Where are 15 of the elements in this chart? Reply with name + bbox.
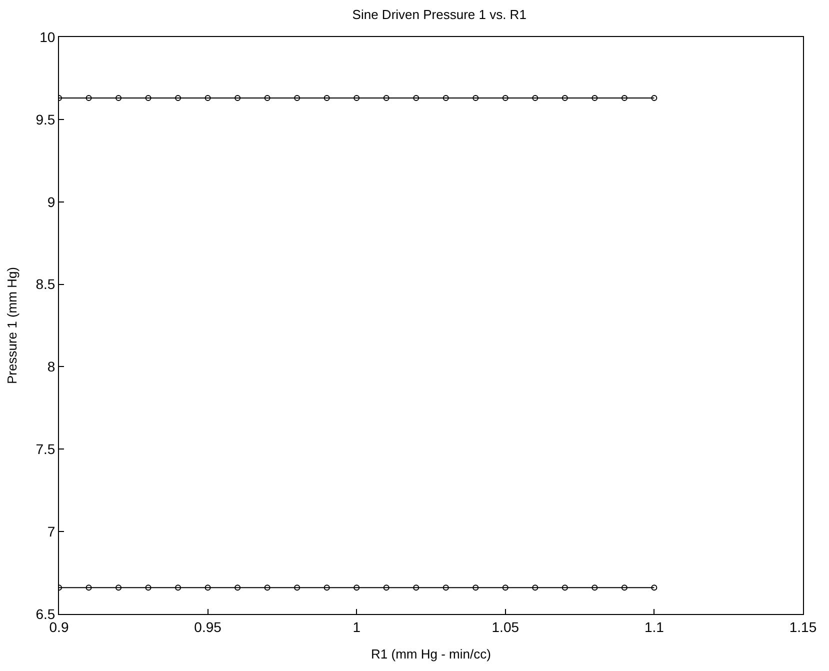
x-tick-label: 0.95 <box>194 618 222 635</box>
x-axis-title: R1 (mm Hg - min/cc) <box>371 646 491 662</box>
y-tick-label: 7 <box>47 523 56 540</box>
x-tick-label: 1.15 <box>789 618 817 635</box>
y-tick-label: 9 <box>47 194 56 210</box>
y-tick-label: 8 <box>47 358 56 375</box>
y-tick-label: 7.5 <box>36 441 56 458</box>
x-tick-label: 1.05 <box>492 618 520 635</box>
chart-title: Sine Driven Pressure 1 vs. R1 <box>352 7 526 22</box>
x-tick-label: 1.1 <box>644 618 664 635</box>
y-tick-label: 10 <box>40 28 56 45</box>
y-axis-title: Pressure 1 (mm Hg) <box>4 266 20 384</box>
x-tick-label: 1 <box>352 618 361 635</box>
y-tick-label: 8.5 <box>36 276 56 292</box>
y-tick-label: 9.5 <box>36 111 56 128</box>
